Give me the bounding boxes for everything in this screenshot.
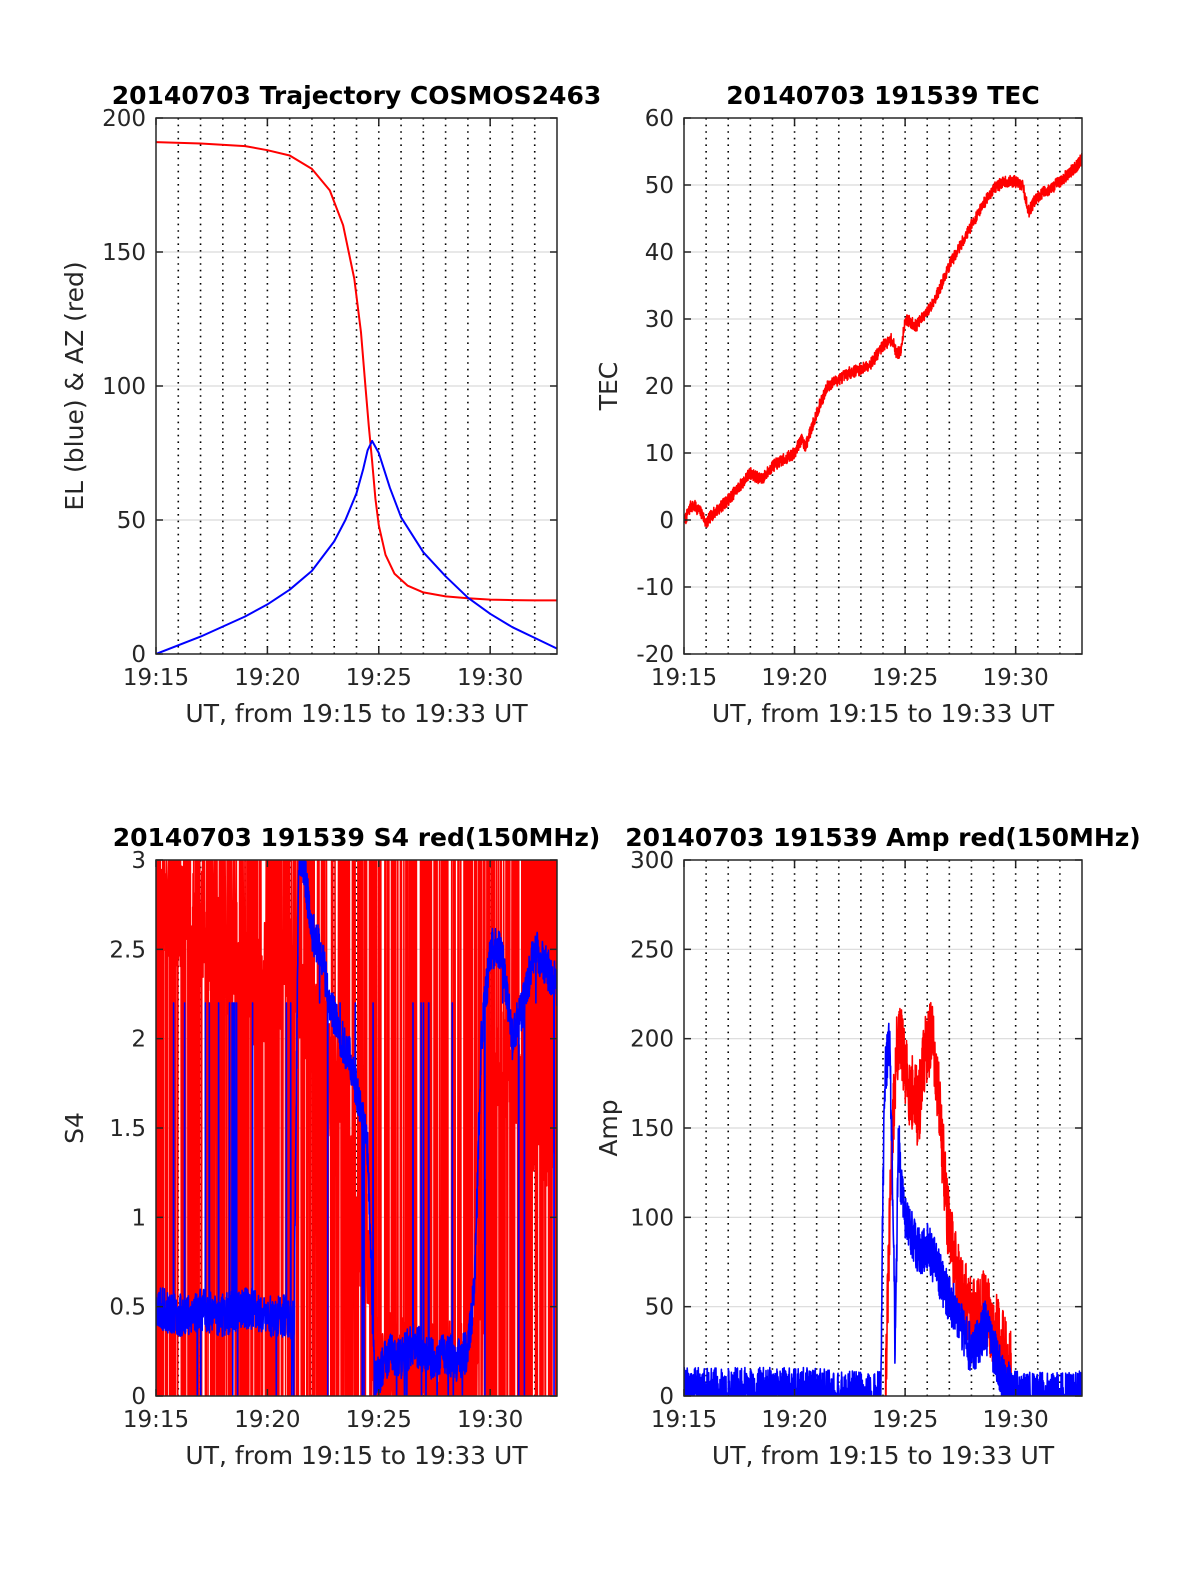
y-tick-label: 0.5 <box>109 1295 146 1321</box>
chart-trajectory: 0 50 100 150 200 19:15 19:20 19:25 19:30 20140703… <box>60 81 601 728</box>
series-line-blue <box>156 860 557 1396</box>
y-tick-label: -10 <box>636 575 674 601</box>
x-tick-label: 19:15 <box>123 1407 189 1433</box>
chart-s4: 0 0.5 1 1.5 2 2.5 3 19:15 19:20 19:25 19:30 2014070… <box>60 823 600 1470</box>
x-tick-label: 19:20 <box>761 665 827 691</box>
y-tick-label: 0 <box>659 1384 674 1410</box>
x-axis-label: UT, from 19:15 to 19:33 UT <box>185 1441 528 1470</box>
x-tick-label: 19:25 <box>872 665 938 691</box>
x-tick-label: 19:20 <box>234 665 300 691</box>
y-tick-label: 100 <box>630 1205 674 1231</box>
x-axis-label: UT, from 19:15 to 19:33 UT <box>185 699 528 728</box>
x-tick-label: 19:30 <box>457 665 523 691</box>
y-tick-label: 3 <box>131 848 146 874</box>
y-tick-label: 2 <box>131 1027 146 1053</box>
series-line-blue <box>156 439 557 654</box>
y-tick-label: 1 <box>131 1205 146 1231</box>
y-tick-label: 250 <box>630 937 674 963</box>
x-tick-label: 19:15 <box>651 1407 717 1433</box>
y-tick-label: 10 <box>645 441 674 467</box>
y-axis-label: Amp <box>594 1099 623 1156</box>
y-tick-label: 100 <box>102 374 146 400</box>
y-tick-label: 200 <box>630 1027 674 1053</box>
y-tick-label: 60 <box>645 106 674 132</box>
y-tick-label: 200 <box>102 106 146 132</box>
y-tick-label: 20 <box>645 374 674 400</box>
x-tick-label: 19:20 <box>234 1407 300 1433</box>
y-tick-label: 2.5 <box>109 937 146 963</box>
y-tick-label: 50 <box>117 508 146 534</box>
y-tick-label: 40 <box>645 240 674 266</box>
y-tick-label: 1.5 <box>109 1116 146 1142</box>
y-tick-label: 30 <box>645 307 674 333</box>
x-axis-label: UT, from 19:15 to 19:33 UT <box>712 699 1055 728</box>
x-tick-label: 19:20 <box>761 1407 827 1433</box>
y-tick-label: 0 <box>131 642 146 668</box>
series-line-blue <box>684 1022 1082 1396</box>
y-tick-label: 150 <box>630 1116 674 1142</box>
x-tick-label: 19:25 <box>346 665 412 691</box>
x-tick-label: 19:15 <box>123 665 189 691</box>
chart-title: 20140703 191539 S4 red(150MHz) <box>113 823 601 852</box>
y-tick-label: 150 <box>102 240 146 266</box>
chart-tec: -20 -10 0 10 20 30 40 50 60 19:15 19:20 19:25 19:30 2… <box>594 81 1083 728</box>
x-axis-label: UT, from 19:15 to 19:33 UT <box>712 1441 1055 1470</box>
y-axis-label: S4 <box>60 1112 89 1144</box>
y-tick-label: 0 <box>659 508 674 534</box>
y-axis-label: EL (blue) & AZ (red) <box>60 261 89 510</box>
x-tick-label: 19:30 <box>983 665 1049 691</box>
x-tick-label: 19:25 <box>346 1407 412 1433</box>
y-tick-label: 50 <box>645 1295 674 1321</box>
chart-amp: 0 50 100 150 200 250 300 19:15 19:20 19:25 19:30 20… <box>594 823 1141 1470</box>
y-tick-label: 300 <box>630 848 674 874</box>
series-line-red <box>156 860 557 1396</box>
y-axis-label: TEC <box>594 362 623 412</box>
x-tick-label: 19:15 <box>651 665 717 691</box>
y-tick-label: 50 <box>645 173 674 199</box>
x-tick-label: 19:30 <box>983 1407 1049 1433</box>
chart-title: 20140703 191539 Amp red(150MHz) <box>625 823 1141 852</box>
x-tick-label: 19:25 <box>872 1407 938 1433</box>
chart-title: 20140703 Trajectory COSMOS2463 <box>112 81 602 110</box>
chart-title: 20140703 191539 TEC <box>726 81 1039 110</box>
series-line-red <box>684 152 1082 528</box>
y-tick-label: -20 <box>636 642 674 668</box>
x-tick-label: 19:30 <box>457 1407 523 1433</box>
y-tick-label: 0 <box>131 1384 146 1410</box>
